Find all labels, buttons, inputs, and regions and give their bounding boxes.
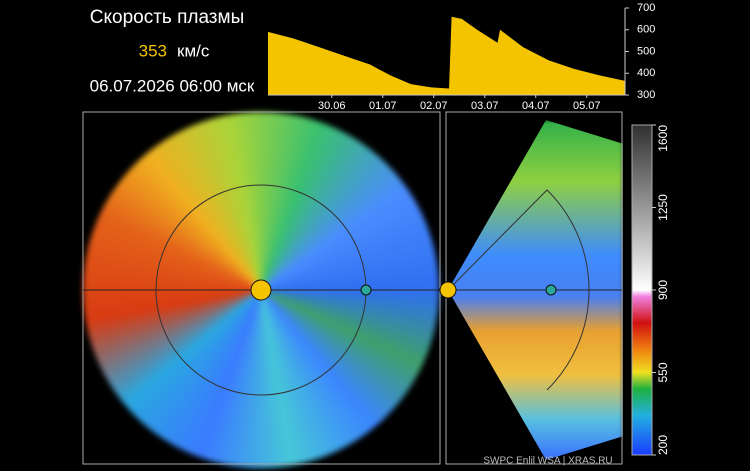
colorbar-tick-label: 1600 (656, 125, 670, 152)
speed-chart: 300 400 500 600 700 30.06 01.07 02.07 03.07 04.07… (268, 2, 655, 112)
x-tick-label: 02.07 (420, 100, 448, 112)
credit: SWPC Enlil WSA | XRAS.RU (483, 456, 612, 467)
sun (250, 279, 272, 301)
colorbar-tick-label: 900 (656, 280, 670, 300)
current-speed: 353 (139, 41, 167, 60)
earth-orbit (447, 189, 590, 391)
frame (445, 111, 623, 465)
y-tick-label: 400 (637, 67, 655, 79)
x-tick-label: 05.07 (573, 100, 601, 112)
colorbar-ticks: 200 550 900 1250 1600 (652, 124, 670, 456)
x-tick-label: 04.07 (522, 100, 550, 112)
y-tick-label: 600 (637, 24, 655, 36)
title: Скорость плазмы (90, 7, 245, 28)
colorbar-tick-label: 550 (656, 362, 670, 382)
colorbar-tick-label: 200 (656, 435, 670, 455)
x-tick-label: 01.07 (369, 100, 397, 112)
earth (545, 284, 557, 296)
colorbar (631, 124, 653, 456)
y-tick-label: 300 (637, 89, 655, 101)
x-tick-label: 30.06 (318, 100, 346, 112)
y-tick-label: 500 (637, 45, 655, 57)
sun (439, 281, 457, 299)
colorbar-tick-label: 1250 (656, 194, 670, 221)
y-tick-label: 700 (637, 2, 655, 14)
x-tick-label: 03.07 (471, 100, 499, 112)
speed-unit: км/с (177, 41, 210, 60)
earth (360, 284, 372, 296)
speed-area (268, 16, 625, 96)
datetime: 06.07.2026 06:00 мск (90, 76, 255, 95)
